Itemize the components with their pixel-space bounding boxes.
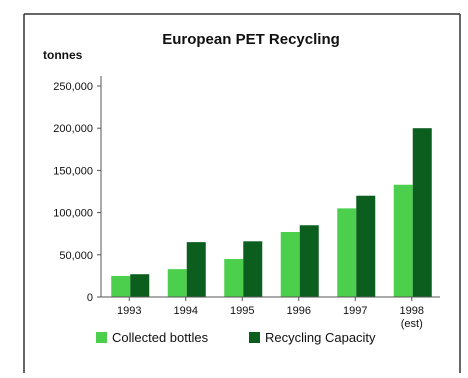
bar-collected-1996: [280, 232, 300, 297]
bar-capacity-1995: [243, 241, 263, 297]
chart-title: European PET Recycling: [162, 31, 340, 48]
bar-capacity-1993: [130, 274, 150, 297]
legend-label-collected: Collected bottles: [112, 330, 209, 345]
y-tick-label: 50,000: [59, 250, 93, 262]
bar-collected-1993: [111, 275, 131, 297]
x-tick-sublabel: (est): [401, 318, 423, 330]
y-tick-label: 100,000: [53, 208, 93, 220]
y-axis-label: tonnes: [43, 48, 83, 62]
bar-capacity-1994: [186, 242, 206, 297]
y-axis-ticks: 0 50,000 100,000 150,000 200,000 250,000: [53, 81, 101, 304]
bar-capacity-1996: [299, 225, 319, 297]
legend-swatch-capacity: [249, 332, 260, 343]
bar-collected-1994: [167, 269, 187, 297]
bar-collected-1995: [224, 259, 244, 297]
x-tick-label: 1997: [343, 305, 367, 317]
legend: Collected bottles Recycling Capacity: [96, 330, 376, 345]
legend-swatch-collected: [96, 332, 107, 343]
x-axis-ticks: 1993 1994 1995 1996 1997 1998(est): [117, 297, 424, 330]
x-tick-label: 1994: [174, 305, 198, 317]
x-tick-label: 1995: [230, 305, 254, 317]
bar-capacity-1998: [412, 128, 432, 297]
y-tick-label: 250,000: [53, 81, 93, 93]
bar-capacity-1997: [356, 195, 376, 297]
x-tick-label: 1996: [287, 305, 311, 317]
y-tick-label: 200,000: [53, 123, 93, 135]
y-tick-label: 150,000: [53, 165, 93, 177]
bar-collected-1997: [337, 208, 357, 297]
legend-label-capacity: Recycling Capacity: [265, 330, 376, 345]
bar-collected-1998: [393, 184, 413, 297]
bars: [111, 128, 432, 297]
x-tick-label: 1998: [400, 305, 424, 317]
y-tick-label: 0: [87, 292, 93, 304]
x-tick-label: 1993: [117, 305, 141, 317]
